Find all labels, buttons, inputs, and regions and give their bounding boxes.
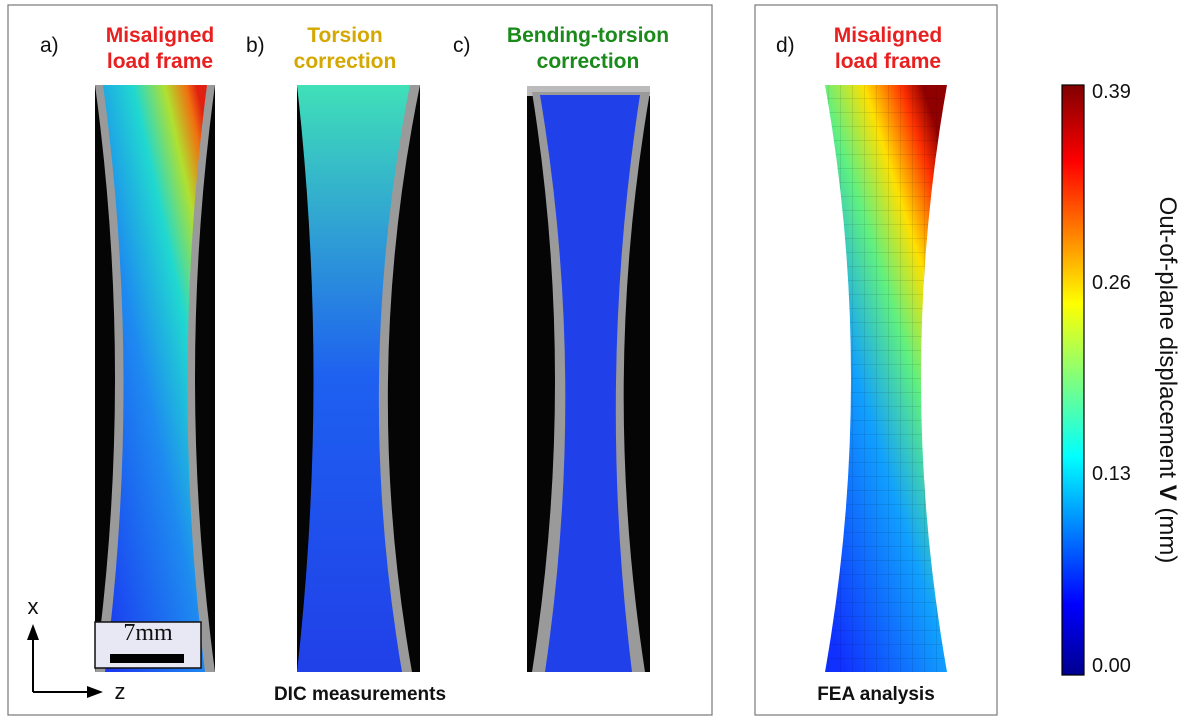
panel-tag: c) bbox=[453, 34, 471, 57]
specimen-c bbox=[527, 86, 650, 672]
axis-label: z bbox=[115, 679, 126, 704]
panel-title: Misaligned bbox=[106, 24, 215, 47]
panel-tag: b) bbox=[246, 34, 265, 57]
specimen-a bbox=[95, 85, 215, 672]
colorbar bbox=[1061, 84, 1085, 676]
specimen-d bbox=[825, 85, 947, 672]
group-label: DIC measurements bbox=[274, 684, 446, 705]
label-part: Out-of-plane displacement bbox=[1154, 197, 1181, 485]
scale-bar bbox=[94, 621, 202, 669]
panel-title: correction bbox=[294, 50, 397, 73]
panel-tag: d) bbox=[776, 34, 795, 57]
colorbar-tick: 0.13 bbox=[1092, 463, 1131, 485]
fea-frame bbox=[754, 4, 998, 716]
panel-title: load frame bbox=[835, 50, 941, 73]
specimen-b bbox=[297, 85, 420, 672]
scale-label: 7mm bbox=[123, 620, 173, 646]
group-label: FEA analysis bbox=[817, 684, 935, 705]
label-part: V bbox=[1154, 485, 1181, 501]
panel-title: Misaligned bbox=[834, 24, 943, 47]
panel-title: Torsion bbox=[307, 24, 382, 47]
colorbar-tick: 0.00 bbox=[1092, 655, 1131, 677]
colorbar-tick: 0.39 bbox=[1092, 81, 1131, 103]
axes-arrows bbox=[27, 624, 103, 698]
panel-tag: a) bbox=[40, 34, 59, 57]
dic-frame bbox=[7, 4, 713, 716]
panel-title: Bending-torsion bbox=[507, 24, 669, 47]
panel-title: correction bbox=[537, 50, 640, 73]
panel-title: load frame bbox=[107, 50, 213, 73]
label-part: (mm) bbox=[1154, 501, 1181, 564]
colorbar-label: Out-of-plane displacement V (mm) bbox=[1154, 197, 1181, 564]
colorbar-tick: 0.26 bbox=[1092, 272, 1131, 294]
axis-label: x bbox=[28, 594, 39, 619]
